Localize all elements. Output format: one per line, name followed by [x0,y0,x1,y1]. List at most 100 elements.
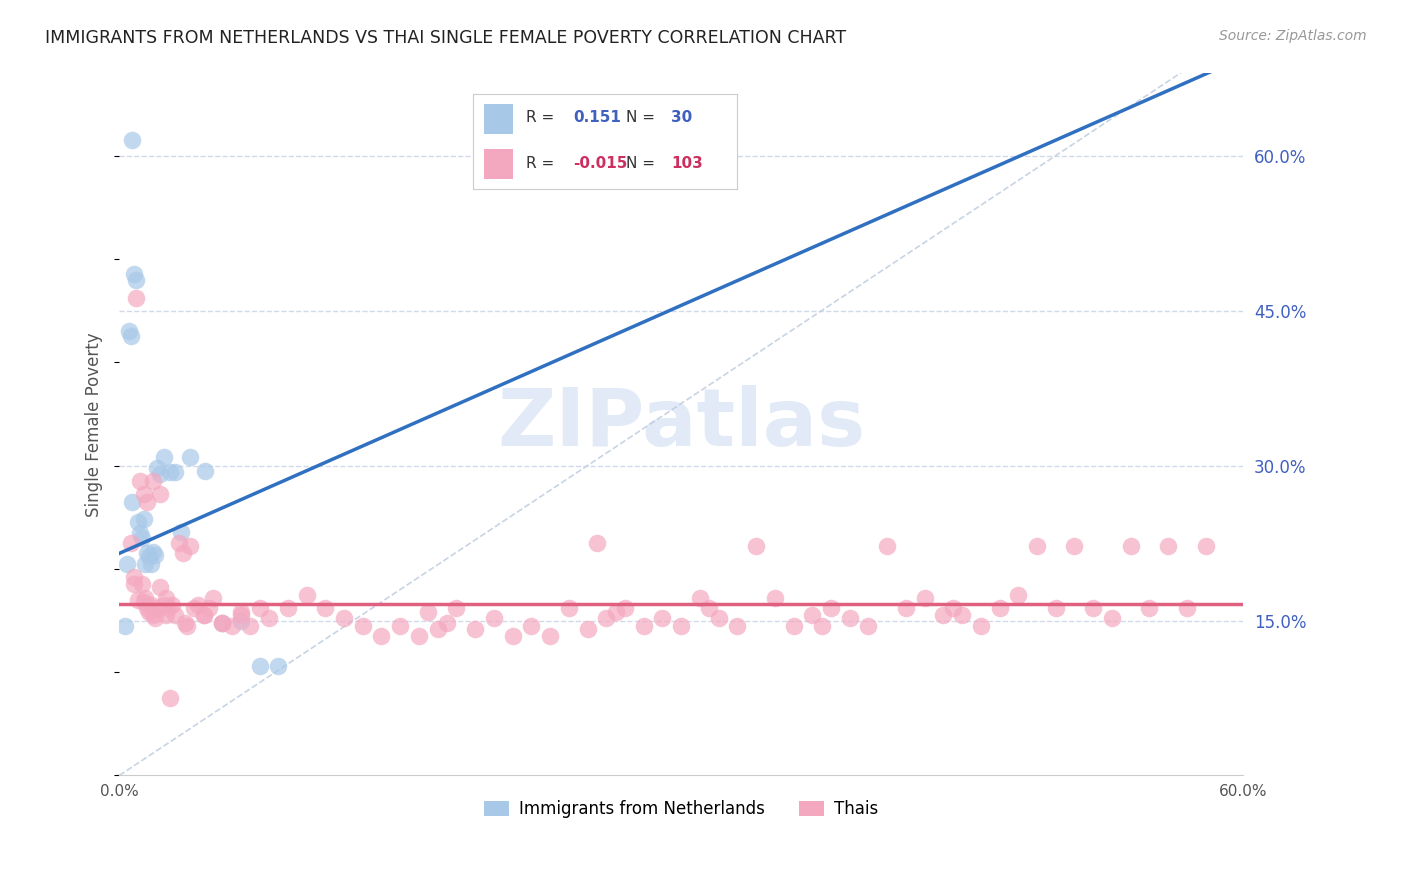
Point [138,605,160,619]
Point [932,608,955,623]
Point [132,595,155,609]
Point [121,133,143,147]
Point [127,592,149,607]
Point [131,531,153,545]
Point [295,588,318,602]
Point [502,629,524,643]
Point [183,601,205,615]
Point [172,546,194,560]
Point [132,487,155,501]
Point [160,598,183,612]
Point [586,536,609,550]
Point [229,614,252,628]
Point [669,618,692,632]
Point [122,570,145,584]
Point [142,608,165,623]
Point [155,608,177,623]
Point [894,601,917,615]
Point [229,605,252,619]
Point [145,601,167,615]
Point [725,618,748,632]
Point [538,629,561,643]
Point [408,629,430,643]
Point [176,618,198,632]
Point [149,467,172,481]
Point [464,622,486,636]
Point [782,618,804,632]
Point [155,591,177,605]
Point [820,601,842,615]
Point [1063,539,1085,553]
Point [838,611,860,625]
Point [763,591,786,605]
Y-axis label: Single Female Poverty: Single Female Poverty [86,332,103,516]
Point [1175,601,1198,615]
Point [249,659,271,673]
Point [810,618,832,632]
Point [1157,539,1180,553]
Point [988,601,1011,615]
Point [128,525,150,540]
Legend: Immigrants from Netherlands, Thais: Immigrants from Netherlands, Thais [478,793,884,825]
Point [605,605,627,619]
Point [139,557,162,571]
Point [389,618,412,632]
Point [1194,539,1216,553]
Text: IMMIGRANTS FROM NETHERLANDS VS THAI SINGLE FEMALE POVERTY CORRELATION CHART: IMMIGRANTS FROM NETHERLANDS VS THAI SING… [45,29,846,46]
Point [576,622,599,636]
Point [1045,601,1067,615]
Point [165,465,187,479]
Point [707,611,730,625]
Point [211,615,233,630]
Point [613,601,636,615]
Point [1026,539,1049,553]
Point [801,608,824,623]
Point [142,474,165,488]
Point [1101,611,1123,625]
Point [651,611,673,625]
Point [138,549,160,564]
Point [114,618,136,632]
Point [139,598,162,612]
Text: Source: ZipAtlas.com: Source: ZipAtlas.com [1219,29,1367,43]
Point [257,611,280,625]
Point [876,539,898,553]
Point [143,549,166,563]
Point [121,494,143,508]
Point [134,591,156,605]
Point [689,591,711,605]
Point [211,615,233,630]
Point [125,272,148,286]
Point [697,601,720,615]
Point [198,601,221,615]
Point [436,615,458,630]
Point [149,487,172,501]
Point [167,536,190,550]
Point [173,615,195,630]
Point [1137,601,1160,615]
Point [179,450,201,465]
Point [122,268,145,282]
Point [970,618,993,632]
Point [127,516,149,530]
Point [249,601,271,615]
Point [120,329,142,343]
Point [153,598,176,612]
Point [179,539,201,553]
Point [115,557,138,571]
Point [858,618,880,632]
Point [131,577,153,591]
Point [145,460,167,475]
Point [914,591,936,605]
Point [267,659,290,673]
Point [211,615,233,630]
Point [633,618,655,632]
Point [370,629,392,643]
Point [950,608,973,623]
Point [136,546,159,560]
Point [136,601,159,615]
Point [136,494,159,508]
Point [165,608,187,623]
Point [132,512,155,526]
Point [595,611,617,625]
